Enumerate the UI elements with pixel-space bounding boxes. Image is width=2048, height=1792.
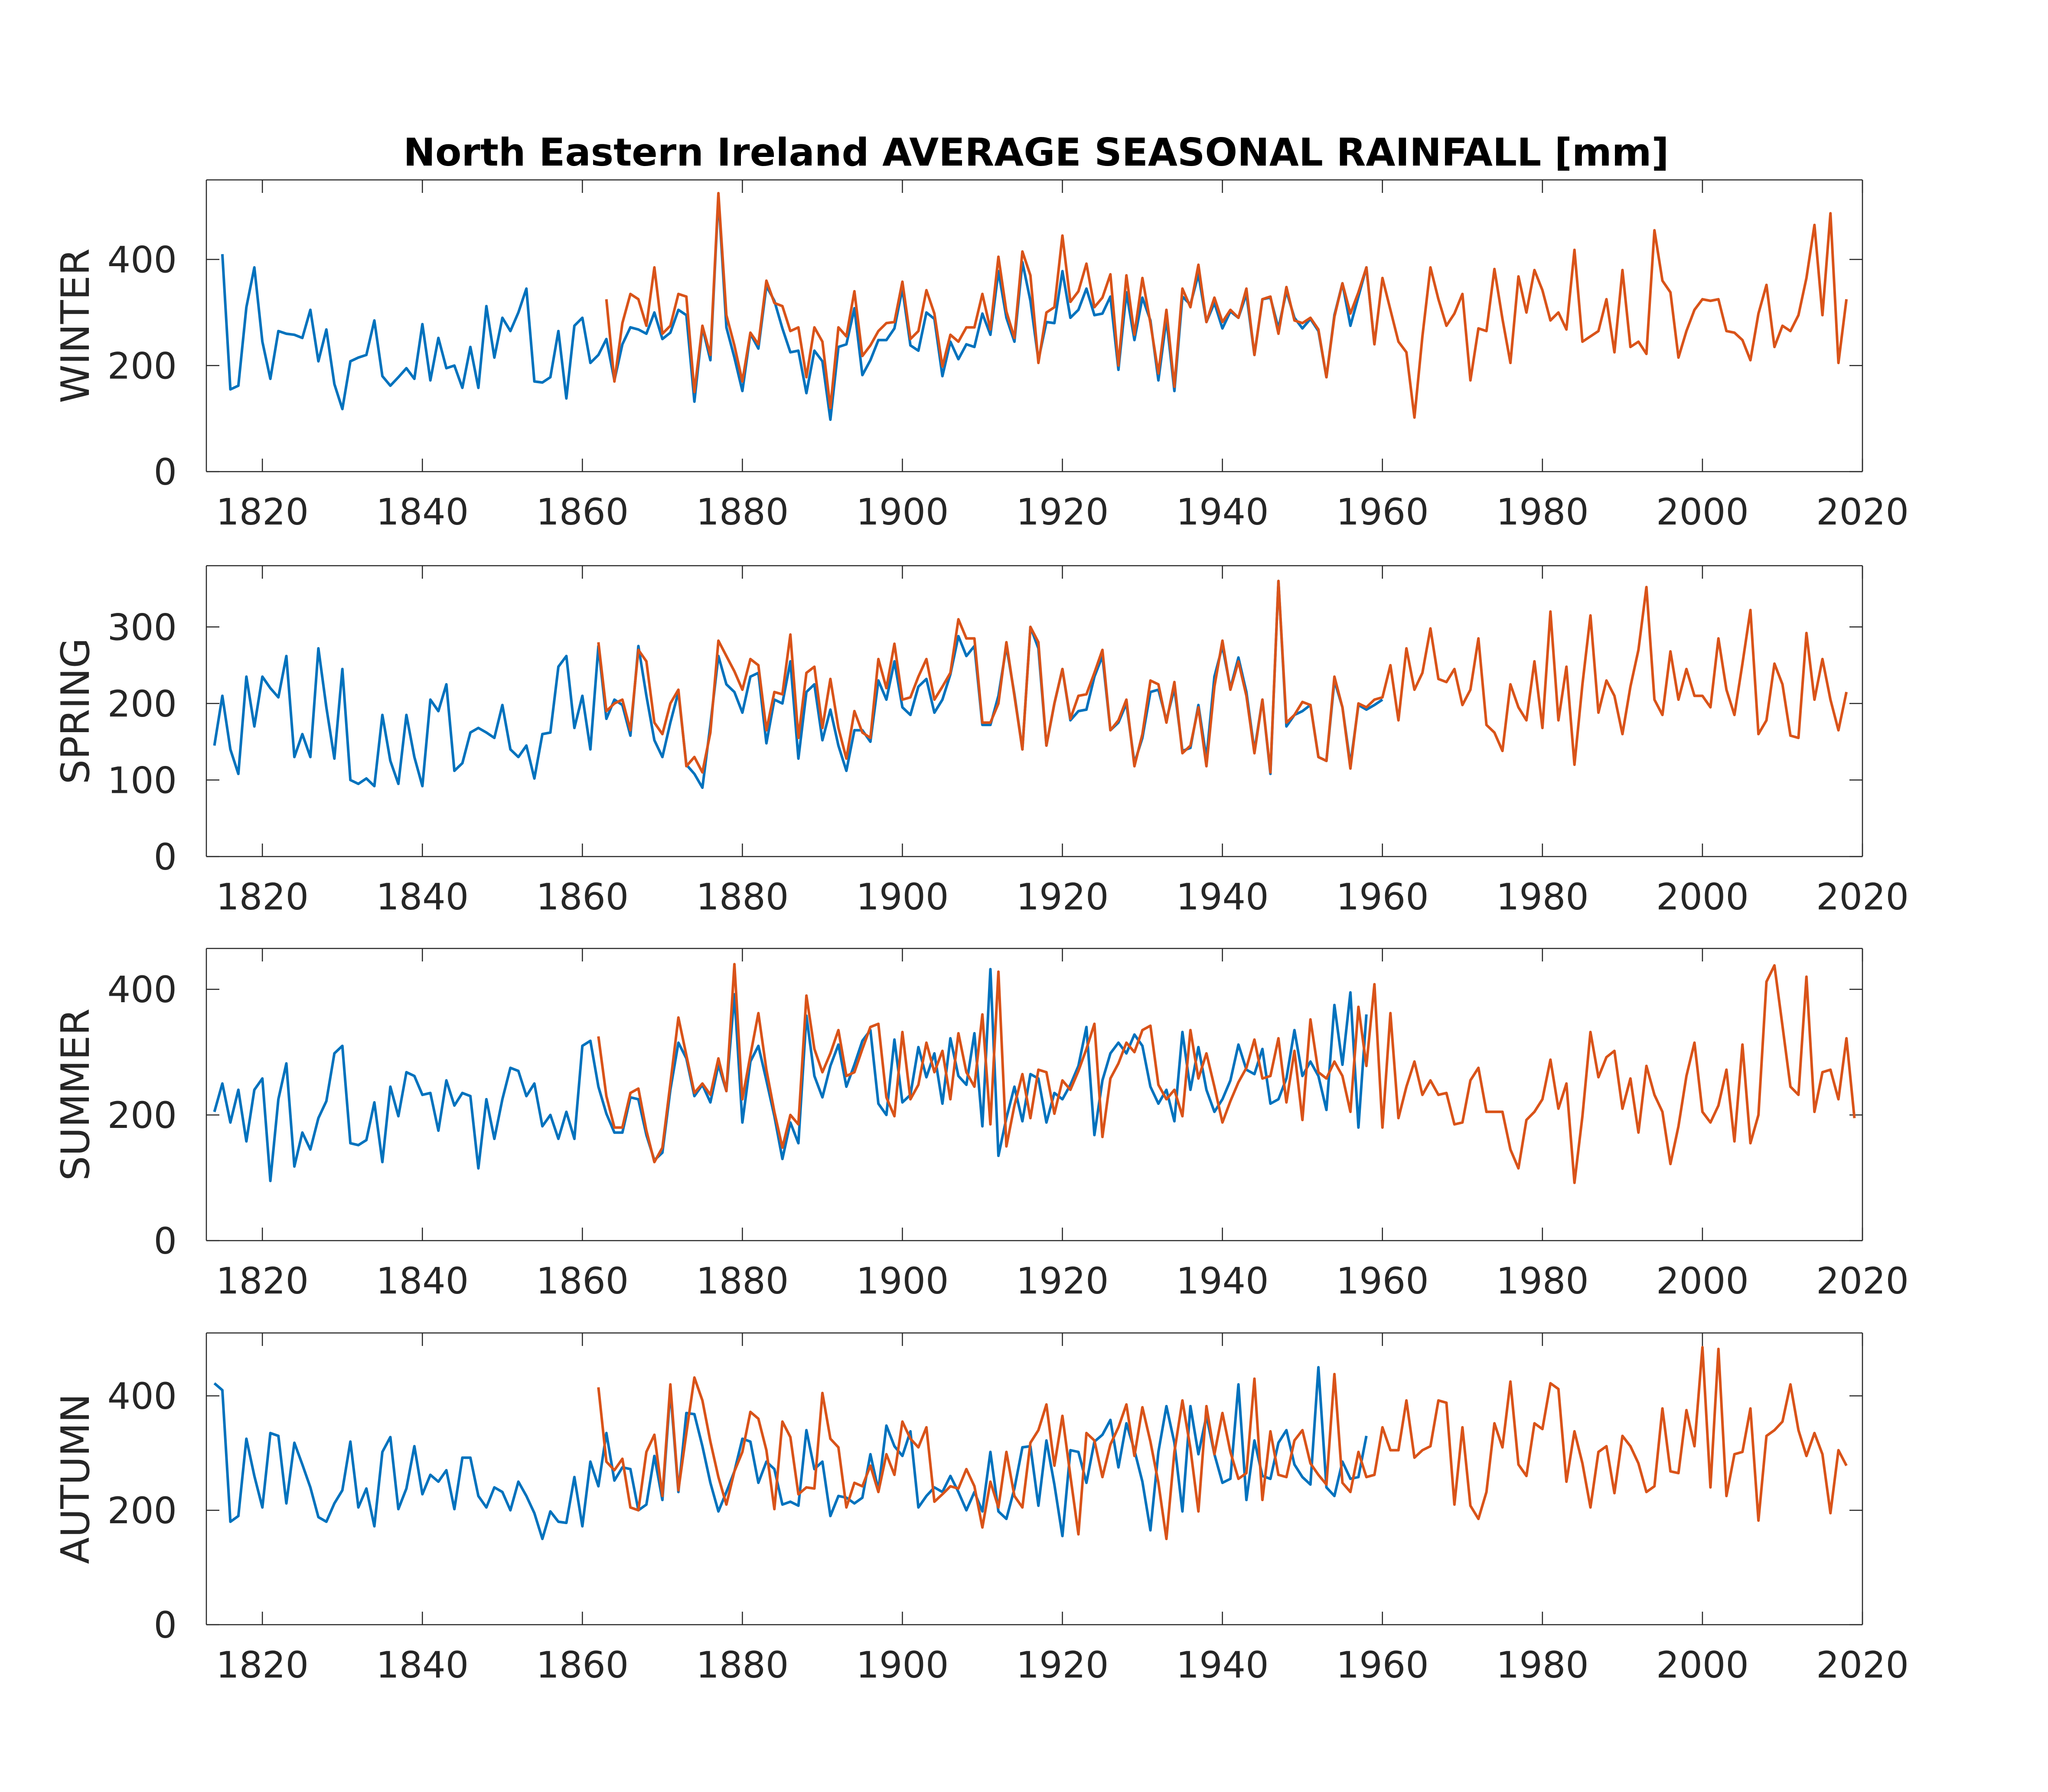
- summer-y-tick-label: 0: [154, 1220, 177, 1262]
- spring-x-tick-label: 1940: [1176, 876, 1269, 918]
- winter-x-tick-label: 1860: [536, 491, 629, 533]
- summer-series-2-line: [597, 963, 1856, 1184]
- spring-panel: 1820 1840 1860 1880 1900 1920 1940 1960 1980 2000…: [53, 565, 1909, 918]
- winter-y-tick-label: 0: [154, 451, 177, 493]
- spring-x-tick-label: 1920: [1016, 876, 1109, 918]
- spring-x-tick-label: 1900: [856, 876, 949, 918]
- winter-x-tick-label: 2020: [1816, 491, 1909, 533]
- panels: 1820 1840 1860 1880 1900 1920 1940 1960 1980 2000…: [53, 179, 1909, 1686]
- summer-y-tick-label: 200: [108, 1094, 177, 1137]
- autumn-y-tick-label: 200: [108, 1489, 177, 1532]
- summer-y-tick-label: 400: [108, 968, 177, 1011]
- summer-x-tick-label: 1820: [216, 1260, 309, 1302]
- autumn-x-tick-label: 1940: [1176, 1644, 1269, 1686]
- autumn-y-tick-label: 0: [154, 1604, 177, 1646]
- autumn-series-2-line: [597, 1346, 1848, 1541]
- autumn-series-1-line: [213, 1366, 1368, 1541]
- winter-y-tick-label: 400: [108, 239, 177, 281]
- winter-x-tick-label: 1920: [1016, 491, 1109, 533]
- spring-x-tick-label: 1820: [216, 876, 309, 918]
- autumn-x-tick-label: 2000: [1656, 1644, 1749, 1686]
- autumn-x-tick-label: 1840: [376, 1644, 469, 1686]
- summer-x-tick-label: 1940: [1176, 1260, 1269, 1302]
- autumn-x-tick-label: 1860: [536, 1644, 629, 1686]
- autumn-x-tick-label: 1980: [1496, 1644, 1589, 1686]
- autumn-panel: 1820 1840 1860 1880 1900 1920 1940 1960 1980 2000…: [53, 1332, 1909, 1686]
- winter-x-tick-label: 1840: [376, 491, 469, 533]
- summer-x-tick-label: 1900: [856, 1260, 949, 1302]
- spring-x-tick-label: 2000: [1656, 876, 1749, 918]
- spring-x-tick-label: 2020: [1816, 876, 1909, 918]
- winter-x-tick-label: 2000: [1656, 491, 1749, 533]
- winter-x-tick-label: 1900: [856, 491, 949, 533]
- summer-series-1-line: [213, 968, 1368, 1183]
- autumn-x-tick-label: 2020: [1816, 1644, 1909, 1686]
- spring-x-tick-label: 1860: [536, 876, 629, 918]
- autumn-x-tick-label: 1960: [1336, 1644, 1429, 1686]
- summer-x-tick-label: 1960: [1336, 1260, 1429, 1302]
- autumn-x-tick-label: 1880: [696, 1644, 789, 1686]
- summer-x-tick-label: 1840: [376, 1260, 469, 1302]
- winter-y-tick-label: 200: [108, 345, 177, 387]
- spring-x-tick-label: 1980: [1496, 876, 1589, 918]
- summer-x-tick-label: 1920: [1016, 1260, 1109, 1302]
- spring-y-axis-label: SPRING: [53, 638, 98, 785]
- spring-y-tick-label: 0: [154, 836, 177, 878]
- spring-x-tick-label: 1960: [1336, 876, 1429, 918]
- spring-y-tick-label: 200: [108, 683, 177, 725]
- summer-x-tick-label: 1860: [536, 1260, 629, 1302]
- winter-y-axis-label: WINTER: [53, 248, 98, 403]
- autumn-y-axis-label: AUTUMN: [53, 1394, 98, 1564]
- winter-series-2-line: [605, 192, 1848, 419]
- winter-series-1-line: [221, 194, 1376, 421]
- autumn-y-tick-label: 400: [108, 1375, 177, 1417]
- summer-x-tick-label: 2020: [1816, 1260, 1909, 1302]
- spring-x-tick-label: 1880: [696, 876, 789, 918]
- winter-x-tick-label: 1820: [216, 491, 309, 533]
- winter-x-tick-label: 1880: [696, 491, 789, 533]
- winter-x-tick-label: 1940: [1176, 491, 1269, 533]
- spring-y-tick-label: 100: [108, 759, 177, 802]
- winter-x-tick-label: 1960: [1336, 491, 1429, 533]
- summer-x-tick-label: 2000: [1656, 1260, 1749, 1302]
- summer-y-axis-label: SUMMER: [53, 1008, 98, 1181]
- winter-panel: 1820 1840 1860 1880 1900 1920 1940 1960 1980 2000…: [53, 179, 1909, 533]
- spring-x-tick-label: 1840: [376, 876, 469, 918]
- autumn-x-tick-label: 1900: [856, 1644, 949, 1686]
- spring-series-2-line: [597, 580, 1848, 774]
- summer-x-tick-label: 1880: [696, 1260, 789, 1302]
- summer-panel: 1820 1840 1860 1880 1900 1920 1940 1960 1980 2000…: [53, 948, 1909, 1302]
- autumn-x-tick-label: 1920: [1016, 1644, 1109, 1686]
- spring-y-tick-label: 300: [108, 606, 177, 648]
- autumn-x-tick-label: 1820: [216, 1644, 309, 1686]
- summer-x-tick-label: 1980: [1496, 1260, 1589, 1302]
- winter-x-tick-label: 1980: [1496, 491, 1589, 533]
- figure-title: North Eastern Ireland AVERAGE SEASONAL R…: [403, 130, 1669, 175]
